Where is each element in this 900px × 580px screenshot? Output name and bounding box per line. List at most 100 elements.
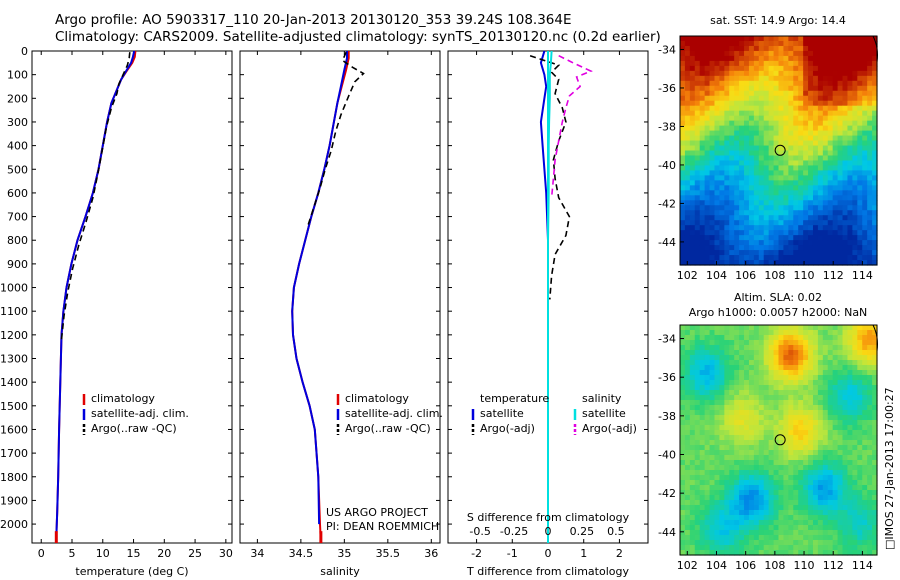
series-line-temperature-climatology [55,50,137,544]
temperature-diff-legend-label: satellite [480,407,524,420]
map-x-tick-label: 112 [823,559,844,572]
series-line-difference-temperature-satellite [539,50,549,539]
y-tick-label: 1300 [0,353,28,366]
s-diff-tick-label: -0.5 [469,525,490,538]
map-x-tick-label: 106 [735,269,756,282]
y-tick-label: 1700 [0,447,28,460]
credit-line-1: US ARGO PROJECT [326,506,428,519]
s-diff-axis-label: S difference from climatology [467,511,630,524]
credit-line-2: PI: DEAN ROEMMICH [326,520,439,533]
y-tick-label: 1100 [0,305,28,318]
map-cells-sst_map [680,36,878,266]
temperature-diff-legend-title: temperature [480,392,549,405]
salinity-diff-legend-label: satellite [582,407,626,420]
x-tick-label: 0 [545,547,552,560]
s-diff-tick-label: -0.25 [500,525,528,538]
title-line-2: Climatology: CARS2009. Satellite-adjuste… [55,29,661,45]
map-x-tick-label: 106 [735,559,756,572]
x-tick-label: 0 [38,547,45,560]
temperature-legend-label: climatology [91,392,155,405]
map-frame-sla_map [679,324,878,556]
y-tick-label: 200 [7,92,28,105]
map-bottom-title-1: Altim. SLA: 0.02 [734,291,822,304]
map-y-tick-label: -40 [658,159,676,172]
x-tick-label: 34 [250,547,264,560]
x-tick-label: 36 [424,547,438,560]
x-tick-label: 10 [96,547,110,560]
s-diff-tick-label: 0.5 [607,525,625,538]
y-tick-label: 1000 [0,282,28,295]
map-x-tick-label: 104 [706,559,727,572]
x-tick-label: 30 [219,547,233,560]
x-tick-label: 34.5 [289,547,314,560]
x-tick-label: 1 [580,547,587,560]
map-x-tick-label: 110 [794,559,815,572]
y-tick-label: 2000 [0,518,28,531]
map-top-title: sat. SST: 14.9 Argo: 14.4 [710,14,846,27]
map-y-tick-label: -34 [658,333,676,346]
s-diff-tick-label: 0 [545,525,552,538]
temperature-legend-label: satellite-adj. clim. [91,407,189,420]
y-tick-label: 100 [7,69,28,82]
y-tick-label: 500 [7,163,28,176]
map-x-tick-label: 114 [852,269,873,282]
map-cells-sla_map [680,325,878,556]
map-frame-sst_map [679,35,878,266]
map-y-tick-label: -36 [658,82,676,95]
coastline-outline [872,324,878,352]
temperature-diff-legend-label: Argo(-adj) [480,422,535,435]
map-y-tick-label: -36 [658,371,676,384]
salinity-diff-legend-title: salinity [582,392,622,405]
y-tick-label: 1600 [0,423,28,436]
x-axis-label-difference: T difference from climatology [466,565,629,578]
salinity-legend-label: climatology [345,392,409,405]
y-tick-label: 800 [7,234,28,247]
map-y-tick-label: -42 [658,197,676,210]
y-tick-label: 300 [7,116,28,129]
map-x-tick-label: 112 [823,269,844,282]
salinity-legend-label: satellite-adj. clim. [345,407,443,420]
salinity-diff-legend-label: Argo(-adj) [582,422,637,435]
y-tick-label: 1200 [0,329,28,342]
series-line-difference-salinity-argo-adj- [550,54,593,198]
y-tick-label: 1900 [0,494,28,507]
map-bottom-title-2: Argo h1000: 0.0057 h2000: NaN [689,306,868,319]
map-x-tick-label: 102 [677,559,698,572]
map-x-tick-label: 104 [706,269,727,282]
x-tick-label: 15 [127,547,141,560]
map-x-tick-label: 108 [764,559,785,572]
map-x-tick-label: 102 [677,269,698,282]
x-tick-label: 5 [69,547,76,560]
series-line-salinity-satellite-adj-clim- [291,51,348,525]
map-y-tick-label: -42 [658,487,676,500]
series-line-salinity-climatology [291,51,350,544]
coastline-outline [872,35,878,63]
series-line-salinity-argo-raw-qc- [307,51,365,227]
x-tick-label: 20 [157,547,171,560]
y-tick-label: 900 [7,258,28,271]
x-axis-label-salinity: salinity [320,565,360,578]
y-tick-label: 1400 [0,376,28,389]
y-tick-label: 600 [7,187,28,200]
map-y-tick-label: -38 [658,410,676,423]
argo-position-marker [774,434,786,446]
imos-timestamp-label: □IMOS 27-Jan-2013 17:00:27 [883,387,896,550]
map-y-tick-label: -34 [658,43,676,56]
x-tick-label: 35.5 [376,547,401,560]
x-tick-label: 35 [337,547,351,560]
map-x-tick-label: 110 [794,269,815,282]
y-tick-label: 1800 [0,471,28,484]
plot-frame-salinity [239,50,441,544]
map-x-tick-label: 108 [764,269,785,282]
s-diff-tick-label: 0.25 [570,525,595,538]
x-tick-label: -1 [507,547,518,560]
x-tick-label: 2 [616,547,623,560]
x-tick-label: 25 [188,547,202,560]
y-tick-label: 400 [7,140,28,153]
temperature-legend-label: Argo(..raw -QC) [91,422,177,435]
map-y-tick-label: -44 [658,526,676,539]
salinity-legend-label: Argo(..raw -QC) [345,422,431,435]
plot-frame-temperature [31,50,233,544]
title-line-1: Argo profile: AO 5903317_110 20-Jan-2013… [55,12,572,28]
